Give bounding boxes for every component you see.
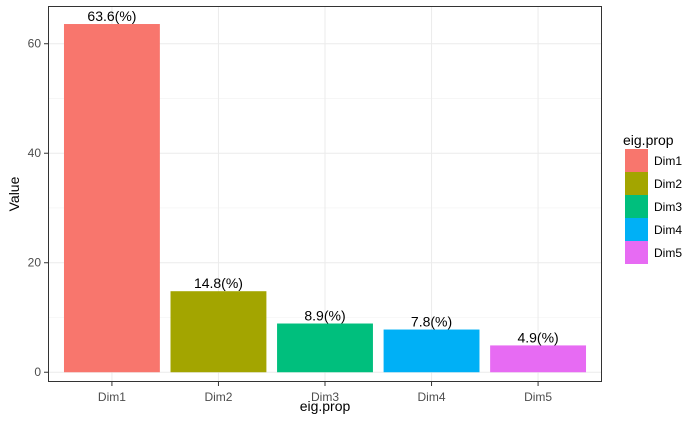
bars	[63, 24, 587, 373]
x-axis-title: eig.prop	[300, 398, 351, 414]
legend-label-dim4: Dim4	[654, 223, 682, 237]
legend-title: eig.prop	[623, 132, 674, 148]
y-tick-label: 40	[28, 146, 42, 160]
y-tick-label: 20	[28, 256, 42, 270]
legend-label-dim2: Dim2	[654, 177, 682, 191]
legend-label-dim1: Dim1	[654, 154, 682, 168]
bar-dim1	[63, 24, 160, 373]
x-tick-label: Dim4	[418, 390, 446, 404]
x-tick-label: Dim1	[98, 390, 126, 404]
legend-key-dim5	[625, 241, 648, 264]
data-label-dim2: 14.8(%)	[194, 275, 243, 291]
data-label-dim5: 4.9(%)	[517, 329, 558, 345]
legend-label-dim3: Dim3	[654, 200, 682, 214]
data-label-dim1: 63.6(%)	[87, 8, 136, 24]
axes: 0 20 40 60 Dim1 Dim2 Dim3 Dim4 Dim5	[28, 37, 553, 404]
legend-key-dim2	[625, 172, 648, 195]
bar-dim5	[490, 345, 587, 373]
legend-key-dim4	[625, 218, 648, 241]
x-tick-label: Dim3	[311, 390, 339, 404]
x-tick-label: Dim5	[524, 390, 552, 404]
plot-panel-border	[48, 6, 602, 382]
data-label-dim3: 8.9(%)	[304, 308, 345, 324]
data-labels: 63.6(%) 14.8(%) 8.9(%) 7.8(%) 4.9(%)	[87, 8, 558, 345]
x-tick-label: Dim2	[204, 390, 232, 404]
bar-dim3	[277, 323, 373, 373]
legend-label-dim5: Dim5	[654, 246, 682, 260]
bar-dim2	[170, 291, 267, 373]
bar-dim4	[383, 329, 480, 373]
legend-key-dim3	[625, 195, 648, 218]
y-tick-label: 0	[34, 365, 41, 379]
legend-key-dim1	[625, 149, 648, 172]
data-label-dim4: 7.8(%)	[411, 314, 452, 330]
legend: eig.prop Dim1 Dim2 Dim3 Dim4 Dim5	[623, 132, 682, 264]
y-axis-title: Value	[6, 176, 22, 211]
y-tick-label: 60	[28, 37, 42, 51]
